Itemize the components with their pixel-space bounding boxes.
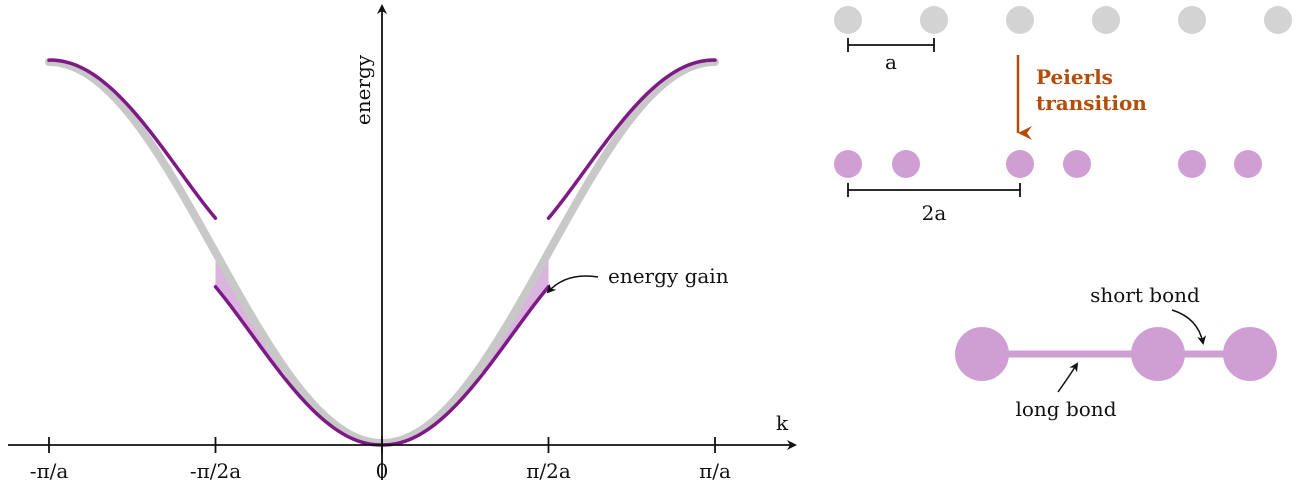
lattice-spacing-2a-marker: 2a: [847, 183, 1021, 225]
k-axis-label: k: [776, 411, 789, 435]
long-bond-label: long bond: [1015, 397, 1116, 421]
atom-original: [1264, 6, 1292, 34]
k-tick-label: 0: [376, 459, 389, 483]
k-tick-label: -π/a: [30, 459, 69, 483]
k-tick-label: π/a: [699, 459, 731, 483]
atom-dimerized: [1006, 150, 1034, 178]
peierls-label-line1: Peierls: [1036, 65, 1113, 89]
atom-dimerized: [1234, 150, 1262, 178]
atom-original: [1006, 6, 1034, 34]
upper-distorted-band-right-curve: [546, 58, 717, 220]
k-tick-label: -π/2a: [190, 459, 241, 483]
atom-dimerized: [892, 150, 920, 178]
band-plot: k energy -π/a -π/2a 0 π/2a π/a energy gain: [8, 4, 797, 483]
dimer-atom: [955, 327, 1009, 381]
atom-original: [920, 6, 948, 34]
peierls-transition: Peierls transition: [1016, 55, 1147, 140]
k-axis-ticks: -π/a -π/2a 0 π/2a π/a: [30, 437, 731, 483]
atom-dimerized: [834, 150, 862, 178]
dimer-molecule: short bond long bond: [955, 283, 1277, 421]
long-bond-pointer-arrow: [1057, 362, 1079, 393]
spacing-a-label: a: [885, 50, 897, 74]
upper-distorted-band-left-curve: [47, 58, 218, 220]
peierls-label-line2: transition: [1036, 91, 1147, 115]
spacing-2a-label: 2a: [922, 201, 947, 225]
dimer-atom: [1223, 327, 1277, 381]
atom-original: [834, 6, 862, 34]
original-atom-chain: [834, 6, 1292, 34]
atom-dimerized: [1178, 150, 1206, 178]
dimer-atom: [1131, 327, 1185, 381]
lattice-spacing-a-marker: a: [847, 38, 935, 74]
energy-gain-label: energy gain: [608, 264, 729, 288]
atom-original: [1178, 6, 1206, 34]
dimerized-atom-chain: [834, 150, 1262, 178]
k-tick-label: π/2a: [526, 459, 571, 483]
short-bond-label: short bond: [1090, 283, 1200, 307]
atom-dimerized: [1063, 150, 1091, 178]
energy-gain-pointer-arrow: [546, 275, 599, 294]
atom-original: [1092, 6, 1120, 34]
energy-axis-label: energy: [351, 54, 375, 125]
short-bond-pointer-arrow: [1171, 309, 1207, 345]
